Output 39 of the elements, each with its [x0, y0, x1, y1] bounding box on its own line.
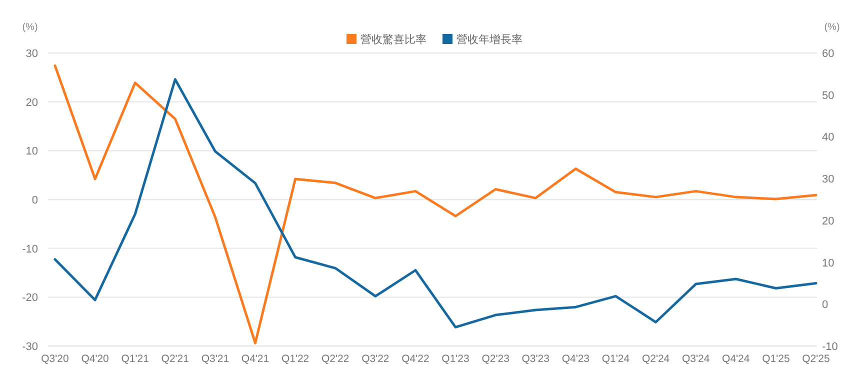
y2-axis-title: (%)	[824, 22, 840, 33]
x-tick-label: Q1'21	[121, 353, 150, 365]
x-tick-label: Q4'21	[241, 353, 270, 365]
x-tick-label: Q2'25	[802, 353, 830, 365]
x-tick-label: Q1'25	[762, 353, 790, 365]
x-tick-label: Q1'22	[281, 353, 310, 365]
y2-tick-label: 20	[822, 215, 834, 228]
y2-tick-label: 40	[822, 132, 834, 144]
x-tick-label: Q3'24	[682, 353, 710, 365]
y-tick-label: -10	[22, 243, 38, 256]
y-tick-label: -20	[22, 292, 38, 304]
x-tick-label: Q4'24	[722, 353, 750, 365]
y-tick-label: -30	[22, 341, 38, 353]
x-tick-label: Q4'22	[402, 353, 430, 365]
legend-label: 營收驚喜比率	[360, 33, 426, 46]
x-tick-label: Q2'23	[482, 353, 510, 365]
x-tick-label: Q2'22	[322, 353, 350, 365]
x-tick-label: Q2'21	[161, 353, 190, 365]
y2-tick-label: -10	[822, 341, 838, 353]
x-tick-label: Q3'22	[362, 353, 390, 365]
y2-tick-label: 0	[822, 299, 828, 312]
y2-tick-label: 30	[822, 174, 834, 186]
y-tick-label: 30	[26, 48, 38, 60]
y-tick-label: 20	[26, 96, 38, 109]
y-tick-label: 0	[32, 194, 38, 206]
legend-label: 營收年增長率	[456, 33, 522, 46]
y-axis-title: (%)	[22, 22, 38, 33]
y2-tick-label: 10	[822, 257, 834, 270]
x-tick-label: Q2'24	[642, 353, 670, 365]
y2-tick-label: 50	[822, 90, 834, 102]
x-tick-label: Q3'23	[522, 353, 550, 365]
x-tick-label: Q3'20	[41, 353, 69, 365]
x-tick-label: Q1'23	[442, 353, 470, 365]
x-tick-label: Q3'21	[201, 353, 230, 365]
x-tick-label: Q1'24	[602, 353, 630, 365]
y-tick-label: 10	[26, 146, 38, 158]
y2-tick-label: 60	[822, 48, 834, 60]
x-tick-label: Q4'23	[562, 353, 590, 365]
x-tick-label: Q4'20	[81, 353, 110, 365]
